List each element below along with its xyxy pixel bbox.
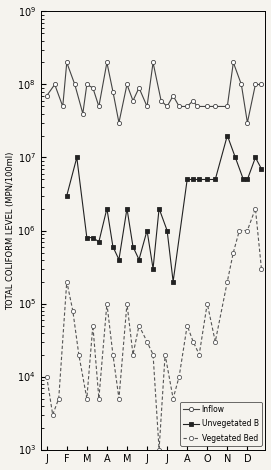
Inflow [240,82,243,87]
Y-axis label: TOTAL COLIFORM LEVEL (MPN/100ml): TOTAL COLIFORM LEVEL (MPN/100ml) [6,151,15,310]
Inflow [192,98,195,103]
Vegetated Bed [125,301,129,306]
Unvegetated B [192,177,195,182]
Vegetated Bed [226,279,229,284]
Inflow [117,120,121,125]
Inflow [137,85,141,91]
Unvegetated B [75,155,78,160]
Vegetated Bed [260,266,263,272]
Vegetated Bed [246,227,249,233]
Unvegetated B [85,235,88,241]
Vegetated Bed [186,323,189,329]
Vegetated Bed [178,374,181,379]
Line: Vegetated Bed: Vegetated Bed [45,206,263,452]
Unvegetated B [214,177,217,182]
Inflow [172,93,175,99]
Unvegetated B [166,227,169,233]
Unvegetated B [157,206,161,212]
Unvegetated B [97,239,101,245]
Inflow [111,89,115,94]
Vegetated Bed [198,352,201,357]
Unvegetated B [246,177,249,182]
Inflow [97,104,101,110]
Inflow [232,60,235,65]
Inflow [146,104,149,110]
Vegetated Bed [137,323,141,329]
Vegetated Bed [238,227,241,233]
Vegetated Bed [65,279,68,284]
Unvegetated B [117,257,121,262]
Inflow [85,82,88,87]
Inflow [151,60,155,65]
Unvegetated B [137,257,141,262]
Inflow [125,82,129,87]
Unvegetated B [226,133,229,138]
Inflow [65,60,68,65]
Unvegetated B [186,177,189,182]
Vegetated Bed [254,206,257,212]
Vegetated Bed [146,339,149,345]
Legend: Inflow, Unvegetated B, Vegetated Bed: Inflow, Unvegetated B, Vegetated Bed [180,402,262,446]
Vegetated Bed [77,352,80,357]
Inflow [166,104,169,110]
Inflow [73,82,76,87]
Inflow [186,104,189,110]
Vegetated Bed [91,323,95,329]
Unvegetated B [151,266,155,272]
Unvegetated B [105,206,108,212]
Vegetated Bed [214,339,217,345]
Inflow [214,104,217,110]
Unvegetated B [260,166,263,172]
Inflow [260,82,263,87]
Inflow [105,60,108,65]
Unvegetated B [242,177,245,182]
Unvegetated B [198,177,201,182]
Vegetated Bed [51,412,54,417]
Inflow [206,104,209,110]
Inflow [61,104,64,110]
Inflow [91,85,95,91]
Vegetated Bed [85,396,88,401]
Unvegetated B [111,244,115,250]
Vegetated Bed [71,308,75,313]
Inflow [159,98,163,103]
Unvegetated B [91,235,95,241]
Vegetated Bed [97,396,101,401]
Vegetated Bed [131,352,135,357]
Inflow [45,93,48,99]
Inflow [131,98,135,103]
Vegetated Bed [206,301,209,306]
Unvegetated B [172,279,175,284]
Unvegetated B [65,193,68,198]
Inflow [226,104,229,110]
Vegetated Bed [192,339,195,345]
Unvegetated B [206,177,209,182]
Inflow [53,82,56,87]
Vegetated Bed [232,250,235,255]
Vegetated Bed [172,396,175,401]
Line: Inflow: Inflow [45,61,263,125]
Vegetated Bed [105,301,108,306]
Inflow [196,104,199,110]
Unvegetated B [131,244,135,250]
Inflow [254,82,257,87]
Line: Unvegetated B: Unvegetated B [65,133,263,283]
Vegetated Bed [163,352,167,357]
Vegetated Bed [45,374,48,379]
Inflow [246,120,249,125]
Unvegetated B [254,155,257,160]
Inflow [178,104,181,110]
Vegetated Bed [57,396,60,401]
Vegetated Bed [151,352,155,357]
Vegetated Bed [111,352,115,357]
Unvegetated B [125,206,129,212]
Inflow [81,111,85,117]
Vegetated Bed [157,447,161,453]
Unvegetated B [146,227,149,233]
Unvegetated B [234,155,237,160]
Vegetated Bed [117,396,121,401]
